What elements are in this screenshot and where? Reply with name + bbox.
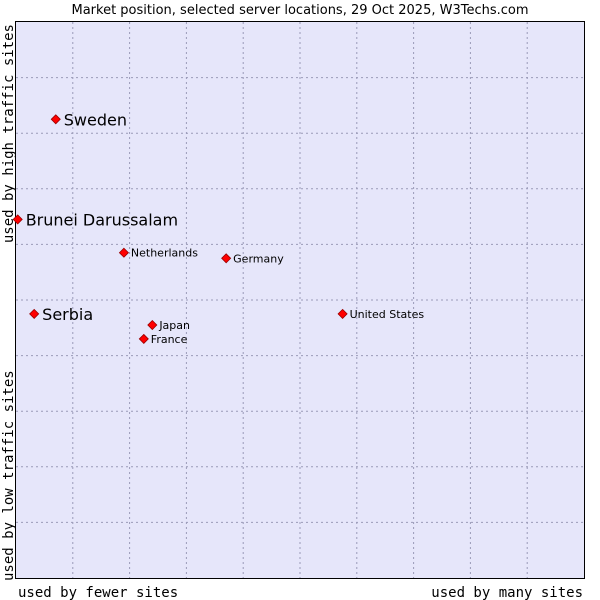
- data-point-label: France: [151, 333, 188, 346]
- data-point-label: Sweden: [64, 110, 127, 129]
- data-point-group: Serbia: [29, 305, 93, 324]
- data-point-group: Brunei Darussalam: [12, 210, 178, 229]
- data-point-marker[interactable]: [138, 333, 149, 344]
- data-point-group: Netherlands: [118, 247, 198, 260]
- data-point-marker[interactable]: [12, 214, 23, 225]
- data-points: Sweden Brunei Darussalam Netherlands German…: [12, 110, 425, 346]
- data-point-marker[interactable]: [147, 319, 158, 331]
- data-point-marker[interactable]: [337, 308, 348, 319]
- data-point-group: Sweden: [50, 110, 127, 129]
- y-axis-label-top: used by high traffic sites: [1, 24, 17, 243]
- data-point-marker[interactable]: [50, 114, 61, 125]
- data-point-label: Germany: [233, 252, 284, 265]
- data-point-label: Japan: [158, 319, 190, 332]
- data-point-marker[interactable]: [221, 253, 232, 264]
- y-axis-label-bottom: used by low traffic sites: [1, 370, 17, 581]
- x-axis-label-right: used by many sites: [431, 585, 583, 600]
- data-point-marker[interactable]: [118, 247, 129, 258]
- data-point-group: Germany: [221, 252, 284, 265]
- x-axis-label-left: used by fewer sites: [18, 585, 178, 600]
- plot-area: [15, 21, 585, 579]
- chart-title: Market position, selected server locatio…: [71, 3, 528, 18]
- data-point-marker[interactable]: [29, 308, 40, 319]
- data-point-label: Brunei Darussalam: [26, 210, 178, 229]
- data-point-group: United States: [337, 308, 425, 321]
- data-point-group: Japan: [147, 319, 190, 332]
- data-point-label: Netherlands: [131, 247, 198, 260]
- data-point-label: Serbia: [42, 305, 93, 324]
- data-point-label: United States: [350, 308, 425, 321]
- data-point-group: France: [138, 333, 188, 346]
